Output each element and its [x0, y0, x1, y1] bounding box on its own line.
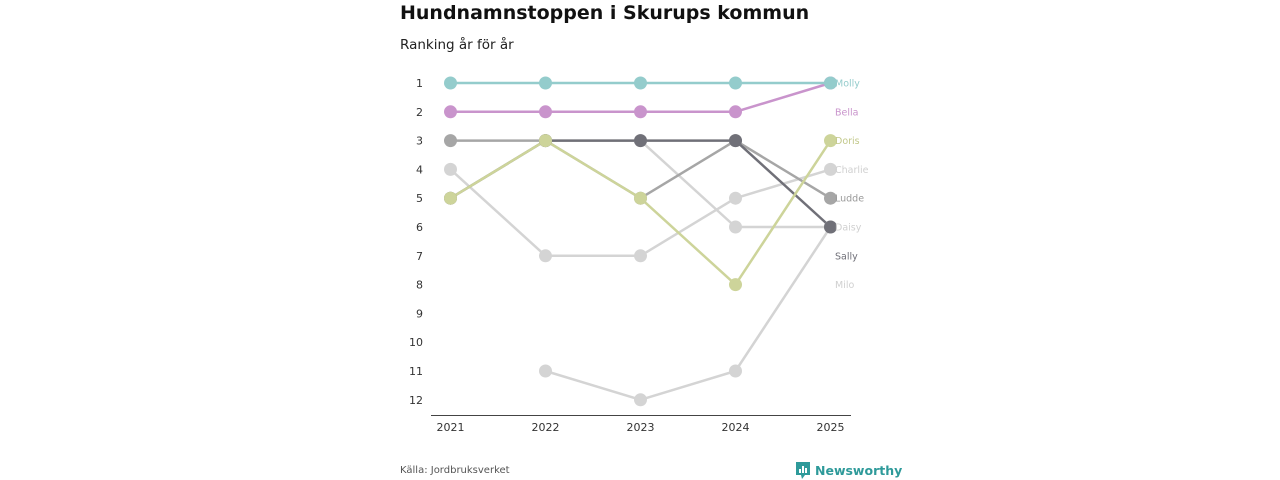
point-doris-2021 [444, 191, 457, 205]
point-charlie-2023 [634, 249, 647, 263]
point-charlie-2025 [824, 162, 837, 176]
point-doris-2022 [539, 134, 552, 148]
point-molly-2024 [729, 76, 742, 90]
point-doris-2023 [634, 191, 647, 205]
point-doris-2024 [729, 278, 742, 292]
y-tick-label: 1 [416, 77, 423, 90]
y-tick-label: 12 [409, 394, 423, 407]
end-label-doris: Doris [835, 136, 860, 147]
end-label-milo: Milo [835, 280, 854, 291]
point-molly-2023 [634, 76, 647, 90]
series-line-ludde [449, 139, 832, 200]
y-tick-label: 11 [409, 365, 423, 378]
brand-name: Newsworthy [815, 463, 903, 478]
bar-chart-logo-icon [796, 462, 810, 479]
source-note: Källa: Jordbruksverket [400, 465, 510, 476]
y-tick-label: 10 [409, 336, 423, 349]
point-bella-2023 [634, 105, 647, 119]
x-tick-label: 2024 [722, 421, 750, 434]
point-ludde-2025 [824, 191, 837, 205]
x-tick-label: 2021 [437, 421, 465, 434]
point-sally-2024 [729, 134, 742, 148]
y-tick-label: 3 [416, 135, 423, 148]
point-sally-2023 [634, 134, 647, 148]
point-daisy-2024 [729, 220, 742, 234]
point-bella-2024 [729, 105, 742, 119]
brand-logo[interactable]: Newsworthy [796, 462, 902, 479]
y-tick-label: 6 [416, 221, 423, 234]
point-molly-2022 [539, 76, 552, 90]
y-tick-label: 4 [416, 163, 423, 176]
point-charlie-2021 [444, 162, 457, 176]
y-tick-label: 2 [416, 106, 423, 119]
point-milo-2024 [729, 364, 742, 378]
point-bella-2022 [539, 105, 552, 119]
y-tick-label: 5 [416, 192, 423, 205]
point-doris-2025 [824, 134, 837, 148]
point-molly-2021 [444, 76, 457, 90]
point-milo-2022 [539, 364, 552, 378]
y-tick-label: 8 [416, 279, 423, 292]
series-line-sally [449, 139, 832, 229]
point-charlie-2022 [539, 249, 552, 263]
point-milo-2023 [634, 393, 647, 407]
y-tick-label: 9 [416, 307, 423, 320]
end-label-charlie: Charlie [835, 165, 869, 176]
chart-subtitle: Ranking år för år [400, 37, 514, 53]
y-tick-label: 7 [416, 250, 423, 263]
point-bella-2021 [444, 105, 457, 119]
series-line-charlie [449, 168, 832, 258]
end-label-sally: Sally [835, 251, 858, 262]
point-ludde-2021 [444, 134, 457, 148]
end-label-daisy: Daisy [835, 223, 862, 234]
series-line-daisy [544, 139, 832, 229]
end-label-bella: Bella [835, 107, 858, 118]
x-tick-label: 2022 [532, 421, 560, 434]
x-tick-label: 2023 [627, 421, 655, 434]
point-molly-2025 [824, 76, 837, 90]
x-tick-label: 2025 [817, 421, 845, 434]
series-line-milo [544, 225, 832, 402]
point-charlie-2024 [729, 191, 742, 205]
end-label-ludde: Ludde [835, 194, 864, 205]
end-label-molly: Molly [835, 79, 860, 90]
point-sally-2025 [824, 220, 837, 234]
chart-title: Hundnamnstoppen i Skurups kommun [400, 2, 810, 24]
